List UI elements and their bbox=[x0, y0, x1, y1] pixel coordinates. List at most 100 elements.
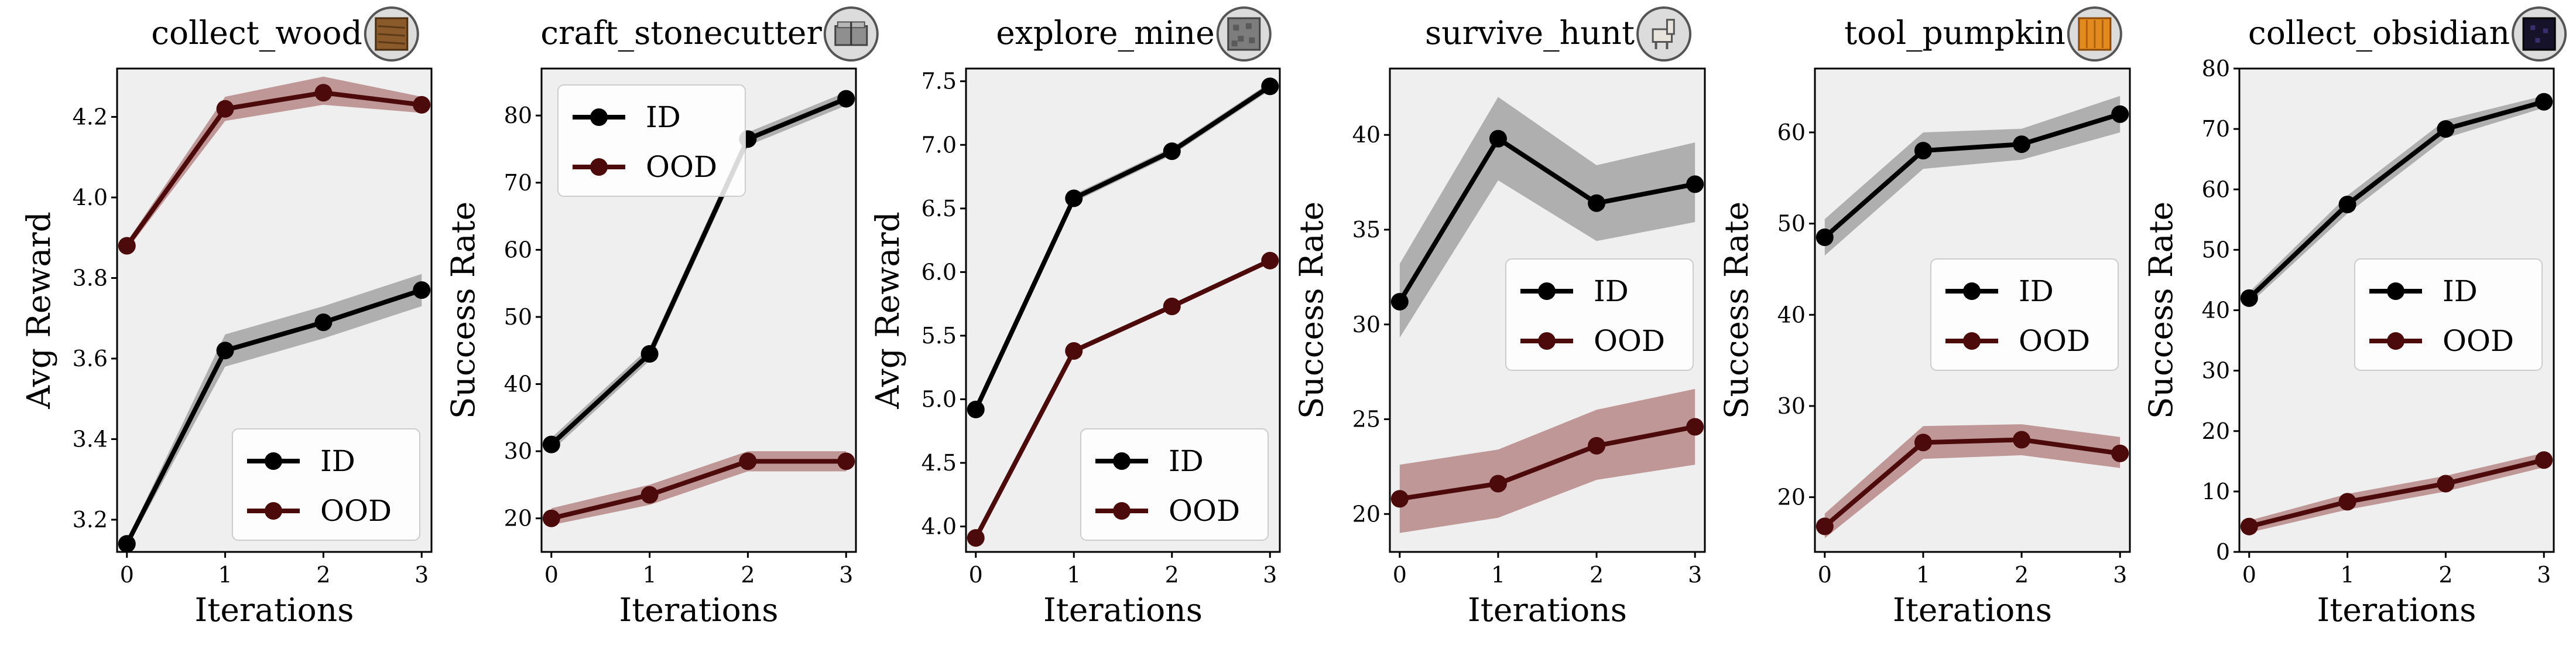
legend-marker-ID bbox=[1113, 452, 1131, 470]
obsidian-block bbox=[2522, 17, 2556, 51]
legend-marker-OOD bbox=[2387, 332, 2404, 350]
y-tick-label: 7.5 bbox=[922, 69, 957, 94]
data-point-OOD bbox=[314, 84, 333, 102]
y-tick-label: 70 bbox=[504, 170, 532, 196]
legend-label-ID: ID bbox=[320, 444, 355, 478]
stone-speck bbox=[1233, 25, 1239, 31]
panel-title: explore_mine bbox=[996, 14, 1215, 52]
y-tick-label: 20 bbox=[504, 506, 532, 531]
plot-frame bbox=[540, 67, 857, 553]
legend-marker-OOD bbox=[1113, 502, 1131, 520]
data-point-OOD bbox=[1686, 418, 1704, 436]
data-point-ID bbox=[314, 313, 333, 332]
series-line-ID bbox=[2248, 99, 2545, 300]
plot-frame bbox=[1814, 67, 2131, 553]
panel-collect_wood: 3.2 3.4 3.6 3.8 4.0 4.2 0 1 2 3 Iterations Avg Rewa… bbox=[20, 6, 433, 629]
x-axis-label: Iterations bbox=[1893, 591, 2052, 629]
panel-explore_mine: 4.0 4.5 5.0 5.5 6.0 6.5 7.0 7.5 0 1 2 3 Iterations Av… bbox=[869, 6, 1281, 629]
data-point-ID bbox=[967, 400, 985, 418]
y-tick-label: 70 bbox=[2202, 116, 2230, 142]
y-axis-label: Success Rate bbox=[444, 202, 482, 419]
wood-grain bbox=[378, 41, 405, 45]
data-point-ID bbox=[2437, 120, 2455, 138]
x-tick-label: 1 bbox=[643, 562, 657, 588]
x-tick-label: 2 bbox=[2438, 562, 2452, 588]
data-point-ID bbox=[1390, 292, 1409, 311]
legend-marker-OOD bbox=[590, 158, 608, 176]
stone-speck bbox=[1249, 37, 1255, 43]
x-tick-label: 2 bbox=[1590, 562, 1604, 588]
legend-label-ID: ID bbox=[2019, 274, 2054, 308]
legend-marker-ID bbox=[1963, 282, 1981, 300]
data-point-ID bbox=[542, 435, 560, 453]
data-point-OOD bbox=[1261, 251, 1279, 270]
y-tick-label: 60 bbox=[1777, 120, 1806, 145]
data-point-ID bbox=[2338, 196, 2356, 214]
y-tick-label: 20 bbox=[2202, 418, 2230, 444]
y-tick-label: 4.0 bbox=[922, 514, 957, 540]
panel-tool_pumpkin: 20 30 40 50 60 0 1 2 3 Iterations Success Rate tool… bbox=[1718, 6, 2131, 629]
obsidian-fleck bbox=[2530, 25, 2536, 30]
x-tick-label: 0 bbox=[120, 562, 134, 588]
stone-speck bbox=[1231, 40, 1238, 47]
y-tick-label: 30 bbox=[504, 438, 532, 464]
x-tick-label: 2 bbox=[316, 562, 330, 588]
y-tick-label: 35 bbox=[1352, 217, 1381, 243]
x-tick-label: 1 bbox=[1916, 562, 1930, 588]
x-axis-label: Iterations bbox=[2317, 591, 2476, 629]
x-tick-label: 1 bbox=[2341, 562, 2355, 588]
data-point-OOD bbox=[2437, 475, 2455, 493]
legend-marker-OOD bbox=[265, 502, 282, 520]
data-point-OOD bbox=[640, 486, 659, 504]
x-tick-label: 0 bbox=[969, 562, 983, 588]
data-point-OOD bbox=[2535, 451, 2553, 469]
data-point-OOD bbox=[2013, 431, 2031, 449]
data-point-OOD bbox=[413, 96, 431, 114]
x-tick-label: 3 bbox=[2537, 562, 2551, 588]
data-point-ID bbox=[640, 345, 659, 363]
y-axis-label: Avg Reward bbox=[869, 212, 906, 410]
x-tick-label: 0 bbox=[1393, 562, 1407, 588]
data-point-OOD bbox=[739, 452, 757, 470]
y-tick-label: 0 bbox=[2216, 539, 2230, 565]
data-point-OOD bbox=[1815, 517, 1834, 536]
x-tick-label: 2 bbox=[1165, 562, 1179, 588]
y-tick-label: 6.0 bbox=[922, 259, 957, 285]
data-point-ID bbox=[413, 281, 431, 299]
legend-marker-ID bbox=[265, 452, 282, 470]
y-tick-label: 50 bbox=[1777, 211, 1806, 237]
confidence-band-OOD bbox=[1399, 388, 1695, 533]
plot-frame bbox=[965, 67, 1281, 553]
legend: ID OOD bbox=[1505, 258, 1694, 371]
legend-label-OOD: OOD bbox=[2443, 324, 2514, 358]
legend-label-OOD: OOD bbox=[2019, 324, 2090, 358]
y-tick-label: 80 bbox=[504, 103, 532, 128]
x-tick-label: 1 bbox=[1491, 562, 1505, 588]
wood-grain bbox=[378, 25, 405, 29]
legend-label-OOD: OOD bbox=[1169, 494, 1240, 528]
legend: ID OOD bbox=[557, 84, 746, 197]
data-point-ID bbox=[2013, 135, 2031, 154]
legend: ID OOD bbox=[1930, 258, 2119, 371]
y-tick-label: 30 bbox=[1352, 312, 1381, 337]
data-point-OOD bbox=[542, 509, 560, 527]
data-point-ID bbox=[216, 342, 234, 360]
data-point-ID bbox=[1163, 142, 1181, 161]
series-line-OOD bbox=[2248, 458, 2545, 529]
y-tick-label: 6.5 bbox=[922, 196, 957, 221]
series-line-OOD bbox=[1399, 424, 1695, 502]
legend-marker-ID bbox=[2387, 282, 2404, 300]
x-tick-label: 3 bbox=[415, 562, 429, 588]
data-point-ID bbox=[118, 535, 136, 553]
data-point-ID bbox=[1261, 77, 1279, 96]
y-axis-label: Success Rate bbox=[2142, 202, 2180, 419]
x-axis-label: Iterations bbox=[1043, 591, 1203, 629]
y-tick-label: 4.0 bbox=[73, 185, 108, 210]
data-point-OOD bbox=[2338, 493, 2356, 511]
obsidian-fleck bbox=[2535, 37, 2540, 43]
data-point-ID bbox=[2535, 93, 2553, 111]
x-axis-label: Iterations bbox=[195, 591, 354, 629]
y-tick-label: 20 bbox=[1777, 485, 1806, 510]
panel-title: tool_pumpkin bbox=[1844, 14, 2065, 52]
